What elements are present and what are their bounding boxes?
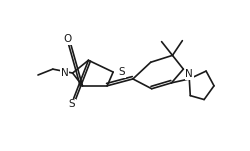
- Text: S: S: [68, 100, 74, 109]
- Text: O: O: [63, 34, 72, 44]
- Text: S: S: [118, 67, 125, 77]
- Text: N: N: [185, 69, 192, 79]
- Text: N: N: [60, 68, 68, 78]
